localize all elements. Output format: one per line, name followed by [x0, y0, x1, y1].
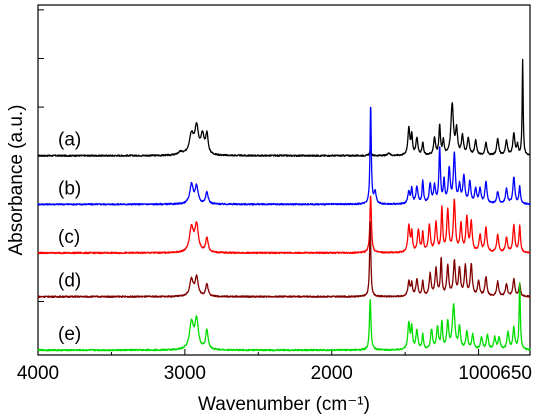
- y-axis-title: Absorbance (a.u.): [6, 104, 27, 255]
- series-line-0: [37, 58, 531, 158]
- y-axis-ticks: [38, 9, 44, 351]
- series-label-1: (b): [58, 178, 81, 199]
- x-axis-title: Wavenumber (cm⁻¹): [198, 394, 370, 415]
- x-tick-label-650: 650: [500, 363, 532, 384]
- series-label-2: (c): [58, 227, 80, 248]
- x-tick-label-3000: 3000: [164, 363, 206, 384]
- series-label-0: (a): [58, 130, 81, 151]
- series-line-3: [37, 220, 531, 299]
- x-tick-label-4000: 4000: [17, 363, 59, 384]
- series-line-4: [37, 282, 531, 352]
- x-tick-label-1000: 1000: [458, 363, 500, 384]
- x-axis-ticks: 4000 3000 2000 1000 650: [17, 349, 532, 384]
- series-group: [37, 58, 531, 352]
- series-line-1: [37, 106, 531, 206]
- series-line-2: [37, 195, 531, 255]
- series-label-4: (e): [58, 324, 81, 345]
- series-labels: (a) (b) (c) (d) (e): [58, 130, 81, 345]
- plot-frame: [37, 4, 531, 356]
- x-tick-label-2000: 2000: [311, 363, 353, 384]
- series-label-3: (d): [58, 271, 81, 292]
